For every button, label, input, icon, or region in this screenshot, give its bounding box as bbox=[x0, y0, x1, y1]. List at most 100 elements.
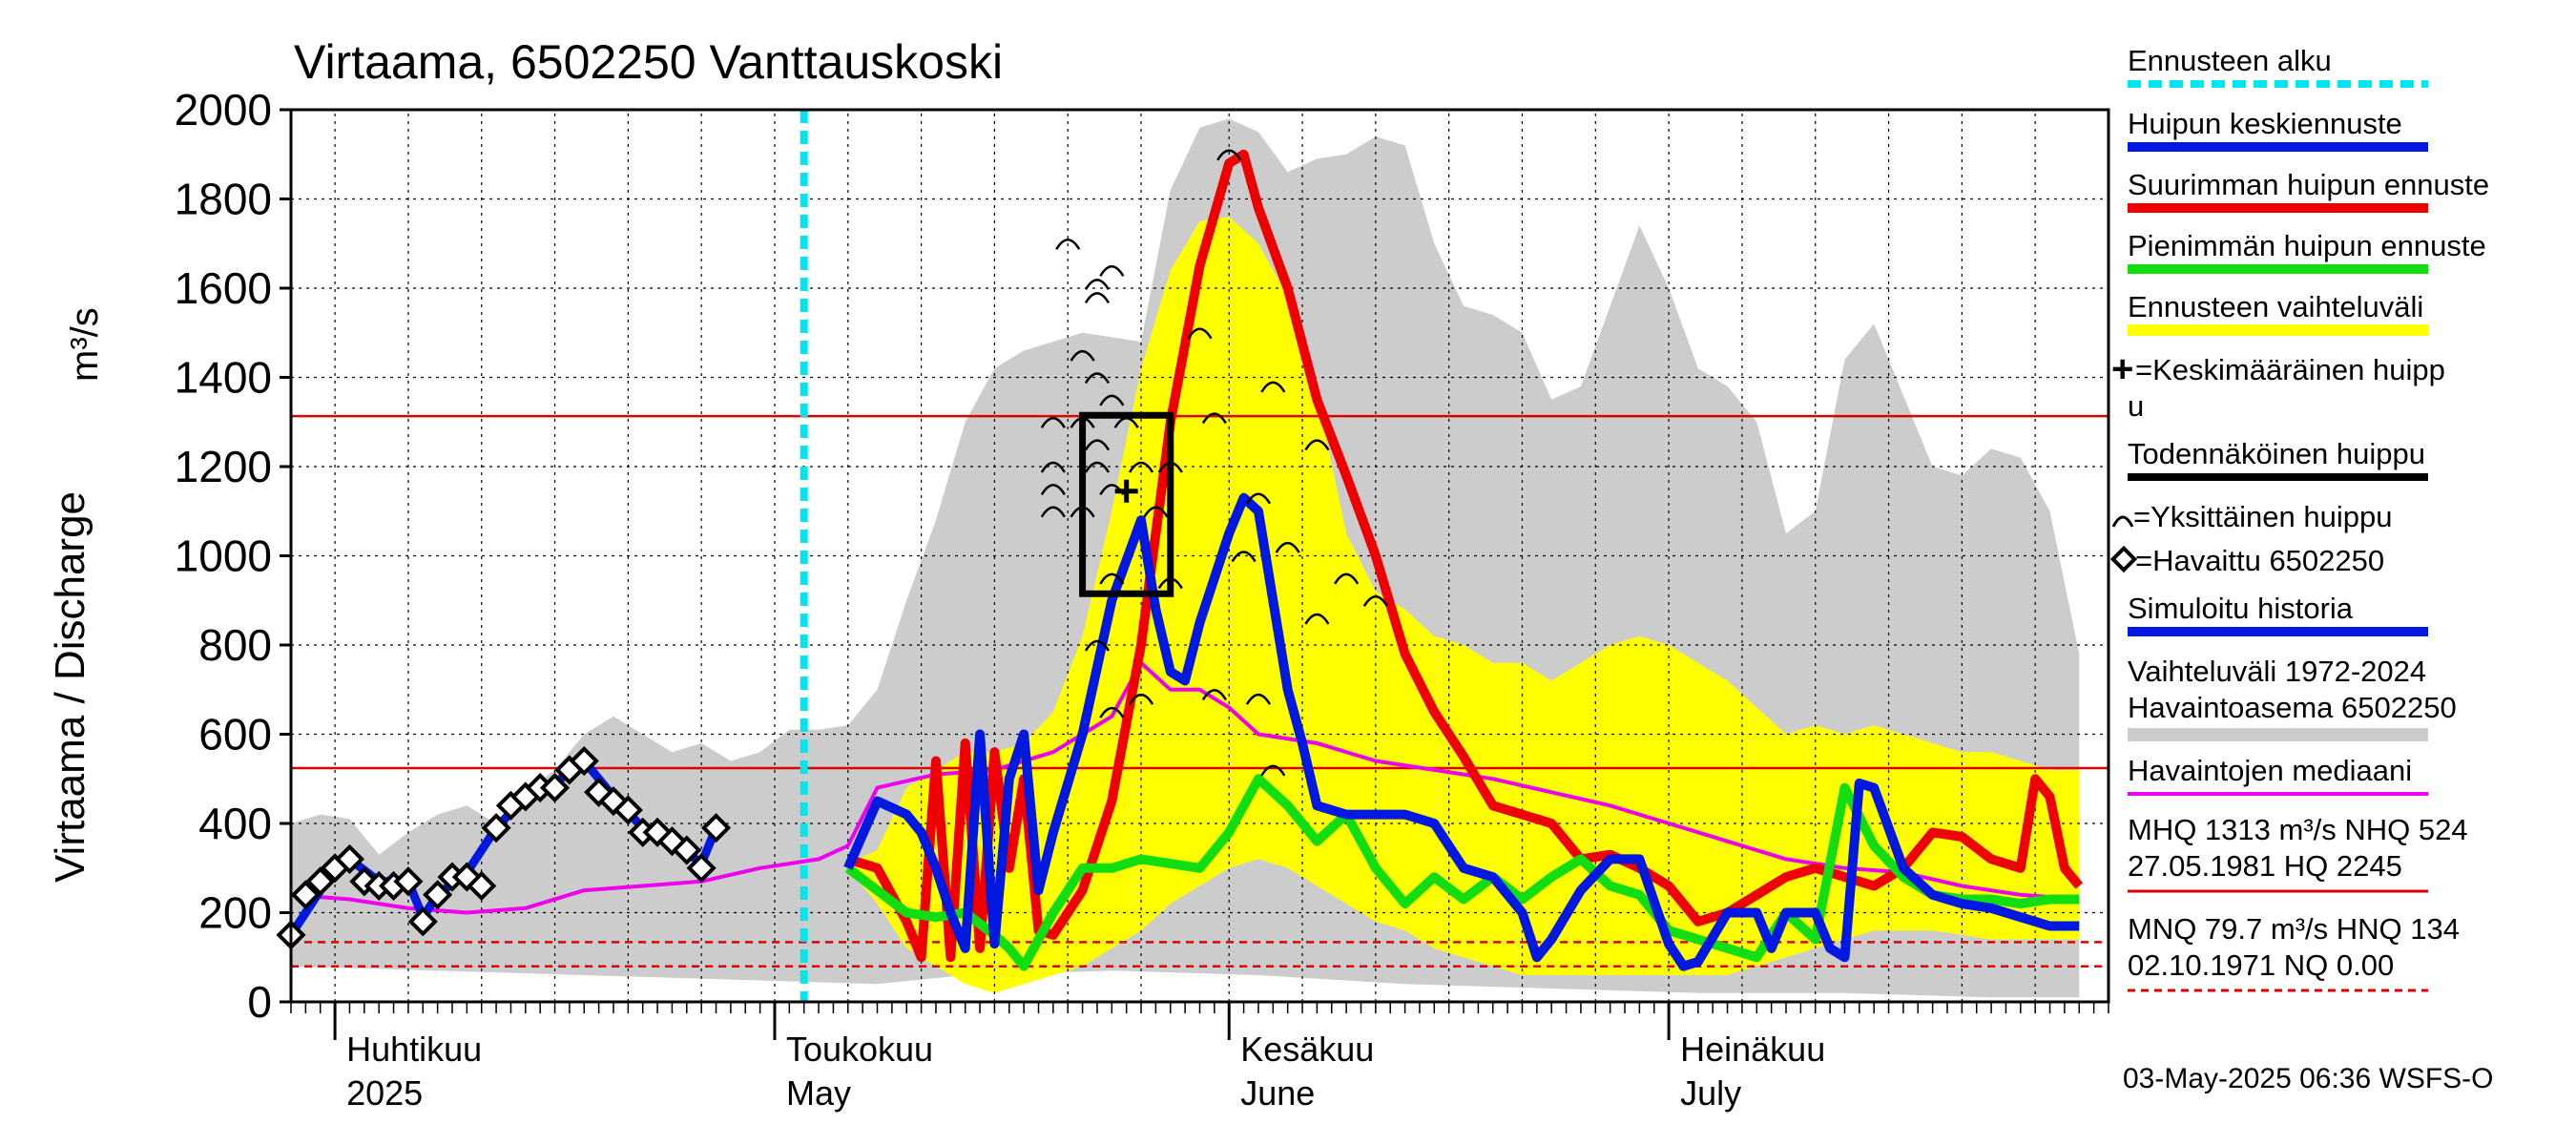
observed-point bbox=[305, 866, 336, 897]
observed-point bbox=[334, 843, 365, 874]
observed-point bbox=[539, 773, 571, 803]
median-series-line bbox=[290, 660, 2080, 915]
plus-icon: + bbox=[2111, 348, 2133, 390]
legend-mhq-text-cont: 27.05.1981 HQ 2245 bbox=[2128, 849, 2402, 883]
single-peak-icon bbox=[2111, 515, 2134, 528]
legend-mean-label: Huipun keskiennuste bbox=[2128, 107, 2402, 140]
month-label-en: July bbox=[1680, 1073, 1741, 1113]
single-peak-mark bbox=[1084, 439, 1111, 451]
observed-series bbox=[276, 745, 732, 950]
observed-point bbox=[481, 813, 511, 843]
legend-mhq-text: MHQ 1313 m³/s NHQ 524 bbox=[2128, 813, 2468, 846]
month-label-fi: Toukokuu bbox=[786, 1030, 933, 1069]
legend-max-label: Suurimman huipun ennuste bbox=[2128, 168, 2489, 201]
legend-simulated-label: Simuloitu historia bbox=[2128, 592, 2354, 625]
legend-single-peak-label: =Yksittäinen huippu bbox=[2133, 500, 2392, 533]
diamond-icon bbox=[2109, 545, 2138, 573]
legend-range-label: Ennusteen vaihteluväli bbox=[2128, 290, 2423, 323]
legend-forecast-start-label: Ennusteen alku bbox=[2128, 44, 2332, 77]
y-tick-label: 800 bbox=[198, 620, 272, 670]
y-tick-label: 0 bbox=[247, 977, 272, 1027]
y-tick-label: 1800 bbox=[175, 175, 272, 224]
single-peak-mark bbox=[1040, 417, 1066, 428]
legend-probable-label: Todennäköinen huippu bbox=[2128, 437, 2425, 470]
single-peak-mark bbox=[1231, 551, 1257, 563]
single-peak-mark bbox=[1187, 327, 1213, 340]
median-series bbox=[290, 660, 2080, 915]
observed-point bbox=[407, 906, 438, 937]
single-peak-mark bbox=[1216, 149, 1242, 161]
month-label-en: May bbox=[786, 1073, 851, 1113]
mean-series-line bbox=[843, 492, 2080, 971]
legend-avg-peak-label-cont: u bbox=[2128, 389, 2144, 423]
single-peak-mark bbox=[1201, 412, 1227, 425]
single-peak-mark bbox=[1304, 439, 1330, 451]
observed-point bbox=[467, 870, 497, 902]
y-axis-label: Virtaama / Discharge bbox=[47, 491, 93, 883]
single-peak-mark bbox=[1084, 292, 1111, 304]
plot-area bbox=[276, 108, 2110, 1004]
y-axis-unit: m³/s bbox=[64, 307, 106, 382]
month-label-en: 2025 bbox=[346, 1073, 423, 1113]
chart-title: Virtaama, 6502250 Vanttauskoski bbox=[294, 35, 1003, 89]
legend-median-label: Havaintojen mediaani bbox=[2128, 754, 2412, 787]
single-peak-mark bbox=[1084, 461, 1111, 473]
single-peak-mark bbox=[1084, 372, 1111, 385]
observed-point bbox=[672, 835, 702, 865]
single-peak-mark bbox=[1055, 239, 1081, 250]
observed-point bbox=[686, 853, 717, 884]
forecast-series bbox=[843, 149, 2084, 971]
y-tick-label: 200 bbox=[198, 888, 272, 938]
observed-point bbox=[423, 880, 453, 910]
month-label-en: June bbox=[1240, 1073, 1315, 1113]
single-peak-mark bbox=[1040, 506, 1066, 518]
avg-peak-mark bbox=[1114, 479, 1138, 503]
legend: Ennusteen alku Huipun keskiennuste Suuri… bbox=[2109, 44, 2489, 992]
y-axis-ticks: 0 200 400 600 800 1000 1200 1400 1600 1800 2000 bbox=[175, 85, 291, 1027]
single-peak-markers bbox=[1040, 149, 1388, 777]
single-peak-mark bbox=[1245, 693, 1272, 705]
single-peak-mark bbox=[1099, 572, 1125, 585]
single-peak-mark bbox=[1362, 595, 1388, 607]
y-tick-label: 2000 bbox=[175, 85, 272, 135]
single-peak-mark bbox=[1260, 764, 1286, 777]
single-peak-mark bbox=[1260, 381, 1286, 393]
observed-point bbox=[290, 880, 321, 910]
legend-mnq-text-cont: 02.10.1971 NQ 0.00 bbox=[2128, 948, 2394, 982]
single-peak-mark bbox=[1099, 394, 1125, 406]
single-peak-mark bbox=[1070, 349, 1095, 362]
y-tick-label: 1200 bbox=[175, 442, 272, 491]
probable-peak-box bbox=[1079, 411, 1174, 597]
single-peak-mark bbox=[1128, 693, 1154, 705]
y-tick-label: 1400 bbox=[175, 353, 272, 403]
month-label-fi: Huhtikuu bbox=[346, 1030, 482, 1069]
x-axis-ticks: Huhtikuu 2025 Toukokuu May Kesäkuu June Heinäk… bbox=[290, 1002, 2109, 1113]
legend-observed-label: =Havaittu 6502250 bbox=[2135, 544, 2384, 577]
single-peak-mark bbox=[1245, 492, 1272, 505]
legend-mnq-text: MNQ 79.7 m³/s HNQ 134 bbox=[2128, 912, 2460, 946]
single-peak-mark bbox=[1201, 689, 1227, 701]
observed-point bbox=[569, 745, 599, 777]
legend-hist-range-label: Vaihteluväli 1972-2024 bbox=[2128, 655, 2426, 688]
month-label-fi: Heinäkuu bbox=[1680, 1030, 1825, 1069]
footer-timestamp: 03-May-2025 06:36 WSFS-O bbox=[2123, 1063, 2494, 1094]
single-peak-mark bbox=[1304, 613, 1330, 625]
max-series-line bbox=[846, 149, 2084, 963]
legend-hist-range-label-cont: Havaintoasema 6502250 bbox=[2128, 691, 2457, 724]
single-peak-mark bbox=[1084, 279, 1111, 290]
single-peak-mark bbox=[1334, 572, 1360, 585]
single-peak-mark bbox=[1099, 706, 1125, 718]
forecast-range-area bbox=[847, 217, 2080, 993]
y-tick-label: 400 bbox=[198, 799, 272, 848]
y-tick-label: 600 bbox=[198, 710, 272, 760]
legend-avg-peak-label: =Keskimääräinen huipp bbox=[2135, 353, 2445, 386]
observed-point bbox=[393, 866, 424, 897]
min-series-line bbox=[844, 774, 2080, 971]
single-peak-mark bbox=[1099, 265, 1125, 277]
single-peak-mark bbox=[1084, 639, 1111, 652]
y-tick-label: 1600 bbox=[175, 263, 272, 313]
forecast-range-band bbox=[847, 217, 2080, 993]
legend-min-label: Pienimmän huipun ennuste bbox=[2128, 229, 2486, 262]
single-peak-mark bbox=[1143, 506, 1169, 518]
